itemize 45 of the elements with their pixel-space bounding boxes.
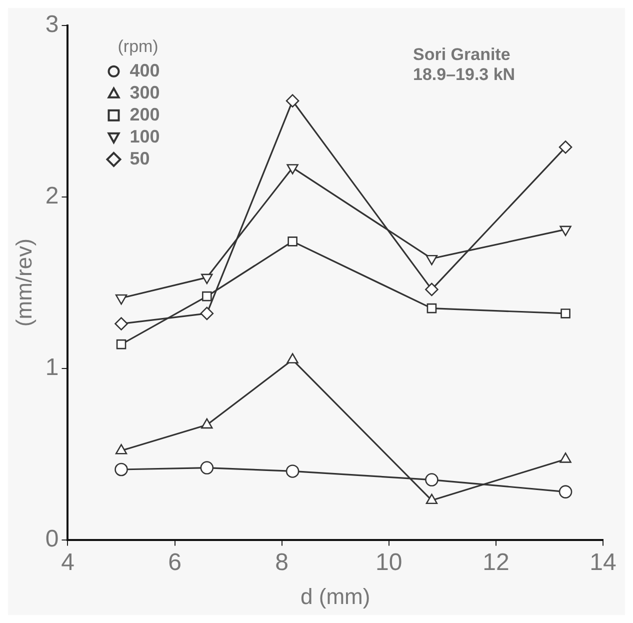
- legend-label: 50: [130, 148, 150, 168]
- y-tick-label: 3: [45, 11, 59, 38]
- point: [200, 306, 214, 320]
- legend-label: 400: [130, 60, 160, 80]
- point: [286, 94, 300, 108]
- x-tick-label: 12: [482, 548, 510, 576]
- point: [201, 274, 213, 284]
- x-tick-label: 8: [275, 548, 289, 576]
- point: [200, 461, 214, 474]
- point: [286, 464, 300, 478]
- point: [115, 294, 128, 305]
- x-axis-title: d (mm): [300, 584, 370, 609]
- annotation: Sori Granite: [413, 45, 510, 64]
- point: [201, 418, 213, 429]
- point: [426, 254, 438, 266]
- x-tick-label: 14: [590, 548, 616, 576]
- point: [426, 303, 437, 314]
- point: [115, 444, 128, 454]
- y-tick-label: 2: [45, 182, 59, 210]
- y-tick-label: 0: [45, 525, 59, 552]
- point: [560, 452, 572, 463]
- point: [114, 462, 128, 476]
- point: [558, 140, 572, 154]
- point: [425, 473, 438, 486]
- point: [560, 226, 572, 236]
- point: [286, 353, 298, 364]
- legend-label: 200: [130, 104, 160, 124]
- legend-label: 100: [130, 126, 160, 146]
- point: [116, 339, 126, 350]
- legend-label: 300: [130, 82, 160, 102]
- point: [202, 291, 212, 302]
- point: [425, 282, 438, 296]
- point: [426, 494, 438, 504]
- x-tick-label: 6: [168, 548, 182, 576]
- point: [558, 485, 572, 498]
- point: [286, 164, 298, 174]
- x-tick-label: 4: [61, 548, 74, 576]
- annotation: 18.9–19.3 kN: [413, 65, 516, 84]
- x-tick-label: 10: [376, 548, 402, 576]
- point: [114, 317, 128, 330]
- point: [288, 236, 298, 246]
- y-axis-title: (mm/rev): [11, 238, 36, 327]
- y-tick-label: 1: [45, 354, 59, 381]
- legend-title: (rpm): [118, 37, 158, 56]
- point: [560, 308, 570, 318]
